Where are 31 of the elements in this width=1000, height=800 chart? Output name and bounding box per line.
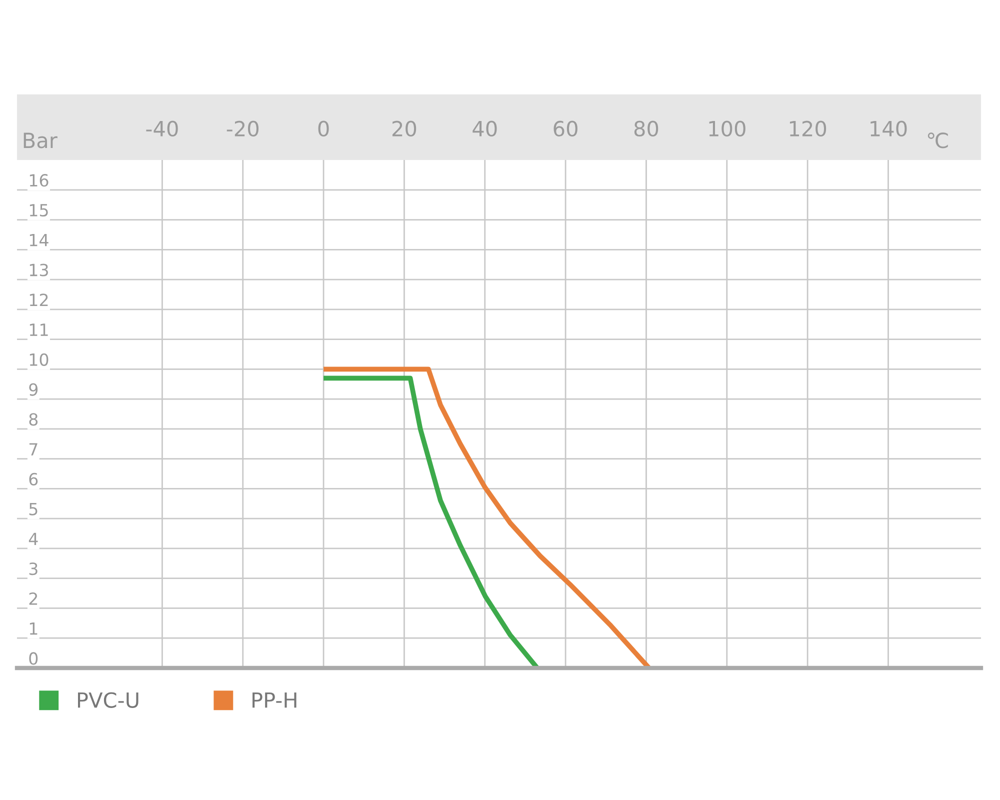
x-axis-title: ℃ — [928, 132, 948, 148]
legend-label: PVC-U — [78, 692, 138, 708]
x-tick-label: 20 — [392, 120, 416, 137]
y-tick-label: 1 — [30, 622, 38, 635]
y-tick-label: 16 — [30, 174, 48, 187]
x-tick-label: 140 — [870, 120, 907, 137]
y-tick-label: 7 — [29, 443, 38, 456]
x-tick-label: 0 — [318, 120, 329, 137]
legend-label: PP-H — [252, 692, 296, 708]
y-tick-label: 8 — [29, 413, 38, 426]
y-tick-label: 15 — [30, 204, 48, 217]
x-tick-label: 120 — [790, 120, 826, 137]
y-tick-label: 11 — [30, 324, 48, 336]
y-tick-label: 10 — [30, 353, 48, 366]
y-tick-label: 13 — [30, 264, 48, 276]
y-axis-title: Bar — [24, 132, 58, 148]
x-tick-label: -40 — [146, 120, 178, 137]
x-tick-label: 80 — [634, 120, 658, 137]
y-tick-label: 3 — [29, 562, 38, 576]
y-tick-label: 5 — [29, 502, 38, 516]
y-tick-label: 0 — [29, 652, 38, 665]
y-tick-label: 6 — [29, 472, 38, 486]
y-tick-label: 14 — [30, 234, 48, 246]
y-tick-label: 9 — [29, 383, 38, 396]
x-tick-label: 100 — [709, 120, 746, 137]
y-tick-label: 2 — [29, 592, 38, 605]
y-tick-label: 12 — [30, 294, 48, 306]
x-tick-label: 40 — [472, 120, 497, 137]
y-tick-label: 4 — [28, 532, 38, 546]
x-tick-label: -20 — [226, 120, 259, 137]
x-tick-label: 60 — [554, 120, 578, 137]
